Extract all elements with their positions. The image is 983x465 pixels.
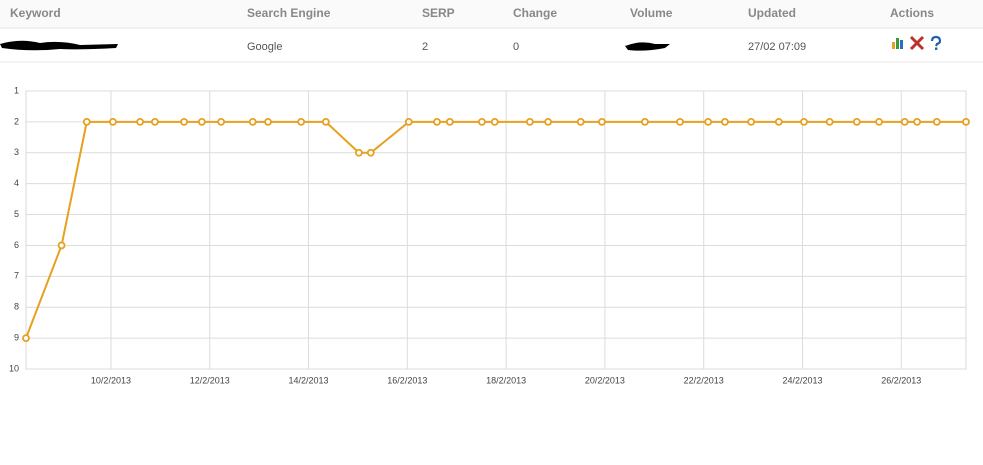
point [355, 148, 363, 157]
cell: 27/02 07:09 [748, 41, 806, 53]
point [576, 117, 585, 126]
column-header: Updated [748, 6, 796, 20]
cell: 0 [513, 41, 519, 53]
x-tick-label: 26/2/2013 [881, 375, 921, 385]
point [800, 117, 808, 126]
point [297, 117, 306, 126]
point [598, 117, 606, 126]
point [747, 117, 756, 126]
y-tick-label: 4 [14, 178, 19, 188]
x-tick-label: 20/2/2013 [585, 375, 625, 385]
point [321, 117, 330, 126]
y-tick-label: 7 [14, 271, 19, 281]
point [445, 117, 454, 126]
point [136, 117, 145, 126]
point [217, 117, 226, 126]
y-tick-label: 2 [14, 116, 19, 126]
column-header: Change [513, 6, 557, 20]
point [151, 117, 159, 126]
redacted-keyword [0, 40, 118, 51]
point [109, 117, 117, 126]
x-tick-label: 10/2/2013 [91, 375, 131, 385]
x-tick-label: 16/2/2013 [387, 375, 427, 385]
y-tick-label: 10 [9, 363, 19, 373]
y-tick-label: 6 [14, 240, 19, 250]
point [57, 241, 66, 250]
point [264, 117, 272, 126]
point [676, 117, 684, 126]
point [913, 117, 921, 126]
point [774, 117, 783, 126]
point [852, 117, 861, 126]
point [900, 117, 909, 126]
x-tick-label: 14/2/2013 [289, 375, 329, 385]
x-tick-label: 18/2/2013 [486, 375, 526, 385]
help-icon-dot[interactable] [935, 47, 938, 50]
point [875, 117, 883, 126]
point [544, 117, 553, 126]
point [180, 117, 188, 126]
column-header: Search Engine [247, 6, 331, 20]
point [478, 117, 486, 126]
column-header: Keyword [10, 6, 61, 20]
column-header: Actions [890, 6, 934, 20]
chart-icon[interactable] [892, 38, 903, 49]
column-header: Volume [630, 6, 673, 20]
y-tick-label: 9 [14, 332, 19, 342]
point [82, 117, 91, 126]
line [25, 120, 966, 339]
point [404, 117, 413, 126]
point [197, 117, 206, 126]
delete-icon[interactable] [909, 35, 925, 51]
redacted-volume [625, 42, 670, 51]
help-icon[interactable] [930, 35, 942, 47]
plot-frame [25, 90, 967, 370]
point [721, 117, 729, 126]
y-tick-label: 1 [14, 85, 19, 95]
cell: Google [247, 41, 282, 53]
x-tick-label: 12/2/2013 [190, 375, 230, 385]
y-tick-label: 5 [14, 209, 19, 219]
point [248, 117, 257, 126]
point [962, 117, 970, 126]
point [490, 117, 499, 126]
x-tick-label: 22/2/2013 [684, 375, 724, 385]
point [704, 117, 713, 126]
y-tick-label: 3 [14, 147, 19, 157]
column-header: SERP [422, 6, 455, 20]
cell: 2 [422, 41, 428, 53]
point [825, 117, 834, 126]
point [932, 117, 941, 126]
point [433, 117, 441, 126]
x-tick-label: 24/2/2013 [782, 375, 822, 385]
y-tick-label: 8 [14, 302, 19, 312]
point [366, 148, 375, 157]
point [641, 117, 649, 126]
point [22, 334, 30, 343]
point [525, 117, 534, 126]
table-header-bg [0, 0, 983, 28]
